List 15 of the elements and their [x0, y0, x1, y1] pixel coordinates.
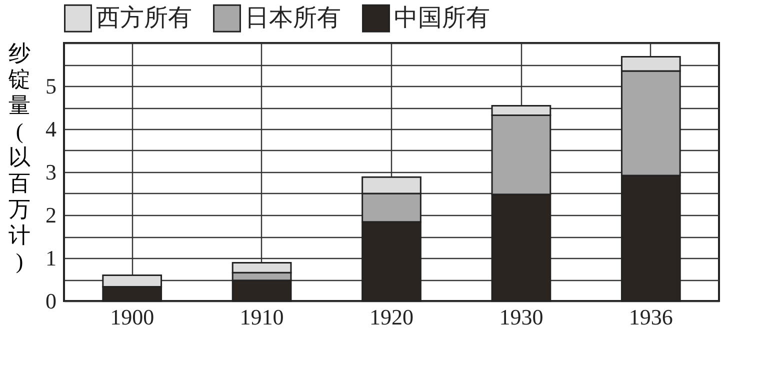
y-tick-label: 4	[46, 116, 56, 142]
x-tick-label: 1910	[240, 304, 284, 330]
y-tick-label: 3	[46, 160, 56, 184]
y-tick-label: 0	[46, 288, 56, 314]
x-tick-label: 1930	[499, 304, 544, 330]
legend-label: 日本所有	[245, 5, 341, 32]
y-tick-label: 2	[46, 202, 56, 228]
x-tick-label: 1920	[370, 304, 414, 330]
legend-label: 中国所有	[394, 5, 490, 32]
y-tick-label: 1	[46, 246, 56, 270]
x-tick-label: 1936	[628, 304, 673, 330]
x-tick-label: 1900	[110, 304, 154, 330]
legend-label: 西方所有	[96, 4, 192, 32]
text: 纱锭量(以百万计)	[8, 40, 30, 274]
y-tick-label: 5	[46, 74, 56, 98]
